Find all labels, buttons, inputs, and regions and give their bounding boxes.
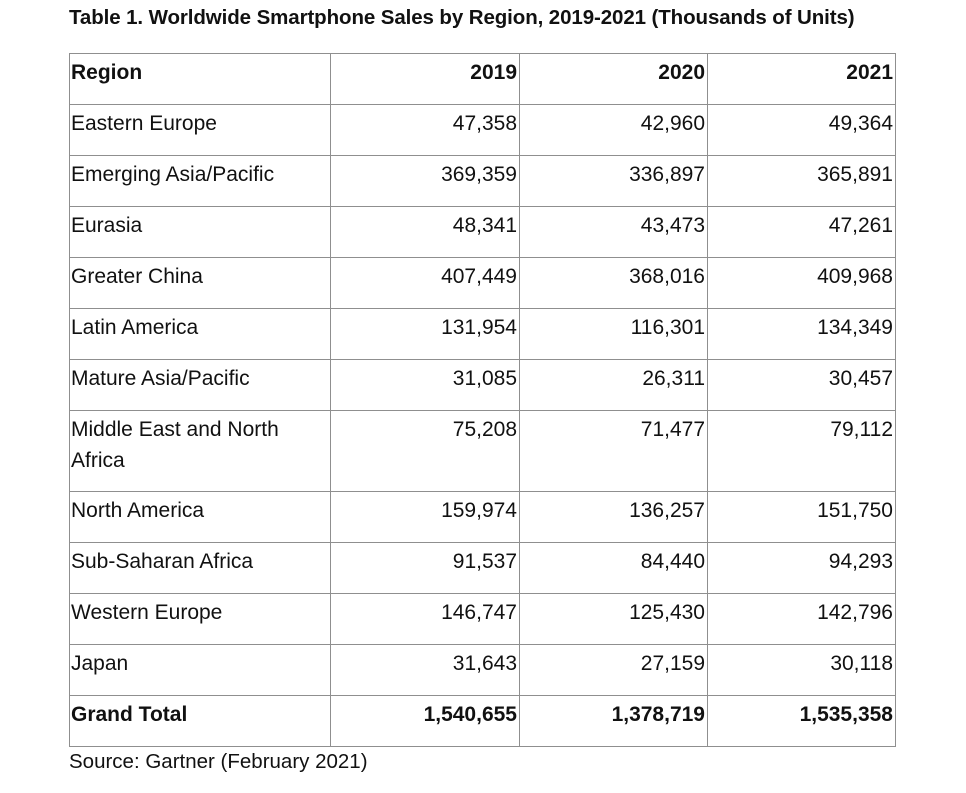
table-row: Middle East and North Africa 75,208 71,4… xyxy=(69,410,896,492)
region-cell: Eastern Europe xyxy=(69,104,331,156)
region-cell: Western Europe xyxy=(69,593,331,645)
table-row: Western Europe 146,747 125,430 142,796 xyxy=(69,593,896,645)
header-2020: 2020 xyxy=(519,53,708,105)
value-2020-cell: 136,257 xyxy=(519,491,708,543)
value-2019-cell: 47,358 xyxy=(330,104,520,156)
value-2019-cell: 75,208 xyxy=(330,410,520,492)
table-row: Mature Asia/Pacific 31,085 26,311 30,457 xyxy=(69,359,896,411)
value-2021-cell: 134,349 xyxy=(707,308,896,360)
value-2020-cell: 27,159 xyxy=(519,644,708,696)
region-cell: Latin America xyxy=(69,308,331,360)
value-2021-cell: 30,457 xyxy=(707,359,896,411)
table-row: Japan 31,643 27,159 30,118 xyxy=(69,644,896,696)
table-title: Table 1. Worldwide Smartphone Sales by R… xyxy=(69,6,855,29)
value-2021-cell: 47,261 xyxy=(707,206,896,258)
region-cell: North America xyxy=(69,491,331,543)
region-cell: Eurasia xyxy=(69,206,331,258)
value-2021-cell: 49,364 xyxy=(707,104,896,156)
value-2020-cell: 116,301 xyxy=(519,308,708,360)
table-row: Emerging Asia/Pacific 369,359 336,897 36… xyxy=(69,155,896,207)
table-row: Greater China 407,449 368,016 409,968 xyxy=(69,257,896,309)
value-2021-cell: 79,112 xyxy=(707,410,896,492)
grand-total-label: Grand Total xyxy=(69,695,331,747)
value-2019-cell: 146,747 xyxy=(330,593,520,645)
table-row: Eurasia 48,341 43,473 47,261 xyxy=(69,206,896,258)
value-2019-cell: 131,954 xyxy=(330,308,520,360)
value-2019-cell: 31,643 xyxy=(330,644,520,696)
grand-total-2021: 1,535,358 xyxy=(707,695,896,747)
table-row: Latin America 131,954 116,301 134,349 xyxy=(69,308,896,360)
value-2021-cell: 151,750 xyxy=(707,491,896,543)
value-2021-cell: 142,796 xyxy=(707,593,896,645)
value-2021-cell: 94,293 xyxy=(707,542,896,594)
value-2020-cell: 42,960 xyxy=(519,104,708,156)
region-cell: Middle East and North Africa xyxy=(69,410,331,492)
grand-total-2019: 1,540,655 xyxy=(330,695,520,747)
value-2020-cell: 336,897 xyxy=(519,155,708,207)
header-region: Region xyxy=(69,53,331,105)
region-cell: Sub-Saharan Africa xyxy=(69,542,331,594)
value-2021-cell: 365,891 xyxy=(707,155,896,207)
value-2019-cell: 31,085 xyxy=(330,359,520,411)
value-2020-cell: 71,477 xyxy=(519,410,708,492)
value-2021-cell: 409,968 xyxy=(707,257,896,309)
grand-total-2020: 1,378,719 xyxy=(519,695,708,747)
table-row: North America 159,974 136,257 151,750 xyxy=(69,491,896,543)
table-row: Eastern Europe 47,358 42,960 49,364 xyxy=(69,104,896,156)
value-2020-cell: 26,311 xyxy=(519,359,708,411)
header-row: Region 2019 2020 2021 xyxy=(69,53,896,105)
value-2019-cell: 369,359 xyxy=(330,155,520,207)
value-2020-cell: 84,440 xyxy=(519,542,708,594)
sales-table: Region 2019 2020 2021 Eastern Europe 47,… xyxy=(69,53,896,747)
source-note: Source: Gartner (February 2021) xyxy=(69,750,368,773)
header-2021: 2021 xyxy=(707,53,896,105)
region-cell: Greater China xyxy=(69,257,331,309)
value-2019-cell: 407,449 xyxy=(330,257,520,309)
value-2021-cell: 30,118 xyxy=(707,644,896,696)
value-2019-cell: 159,974 xyxy=(330,491,520,543)
value-2020-cell: 368,016 xyxy=(519,257,708,309)
table-row: Sub-Saharan Africa 91,537 84,440 94,293 xyxy=(69,542,896,594)
region-cell: Japan xyxy=(69,644,331,696)
region-cell: Mature Asia/Pacific xyxy=(69,359,331,411)
value-2020-cell: 43,473 xyxy=(519,206,708,258)
header-2019: 2019 xyxy=(330,53,520,105)
value-2019-cell: 48,341 xyxy=(330,206,520,258)
value-2019-cell: 91,537 xyxy=(330,542,520,594)
region-cell: Emerging Asia/Pacific xyxy=(69,155,331,207)
grand-total-row: Grand Total 1,540,655 1,378,719 1,535,35… xyxy=(69,695,896,747)
value-2020-cell: 125,430 xyxy=(519,593,708,645)
